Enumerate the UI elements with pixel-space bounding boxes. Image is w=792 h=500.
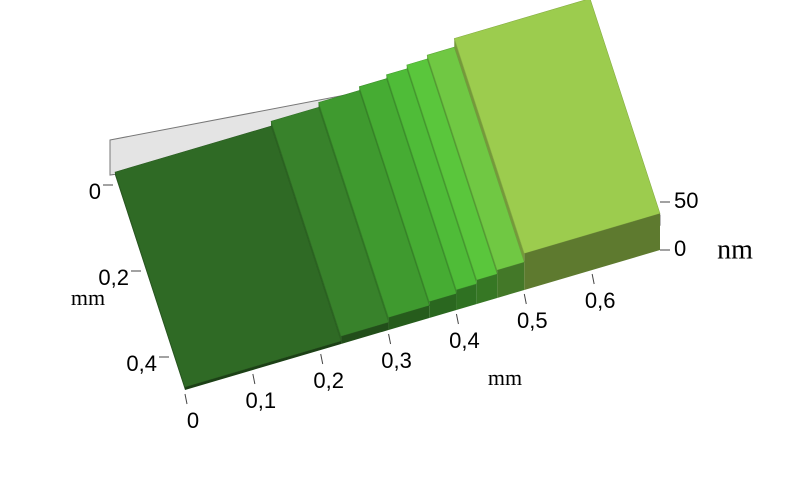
z-axis-label: nm (717, 234, 753, 265)
step-riser (318, 102, 389, 323)
x-tick (591, 273, 595, 285)
x-tick (184, 393, 188, 405)
x-tick-label: 0 (187, 408, 199, 433)
x-tick (388, 333, 392, 345)
x-tick (252, 373, 256, 385)
terrace-front (456, 283, 477, 310)
terrace-front (185, 341, 342, 390)
x-tick-label: 0,6 (585, 288, 616, 313)
y-tick-label: 0 (89, 179, 101, 204)
y-tick-label: 0,2 (98, 265, 129, 290)
y-axis-label: mm (71, 285, 105, 310)
terrace-front (388, 305, 430, 330)
x-tick (320, 353, 324, 365)
x-tick-label: 0,2 (313, 368, 344, 393)
terrace-front (341, 322, 389, 344)
terrace-front (476, 274, 498, 304)
z-tick-label: 0 (674, 236, 686, 261)
x-tick-label: 0,3 (381, 348, 412, 373)
y-tick-label: 0,4 (126, 351, 157, 376)
x-tick-label: 0,4 (449, 328, 480, 353)
x-axis-label: mm (488, 365, 522, 390)
x-tick (523, 293, 527, 305)
terrace-front (429, 293, 457, 318)
step-riser (271, 121, 342, 342)
z-tick-label: 50 (674, 188, 698, 213)
terrace-front (497, 262, 525, 298)
x-tick-label: 0,5 (517, 308, 548, 333)
x-tick (455, 313, 459, 325)
x-tick-label: 0,1 (246, 388, 277, 413)
step-riser (454, 38, 525, 263)
terrace-front (524, 213, 660, 290)
